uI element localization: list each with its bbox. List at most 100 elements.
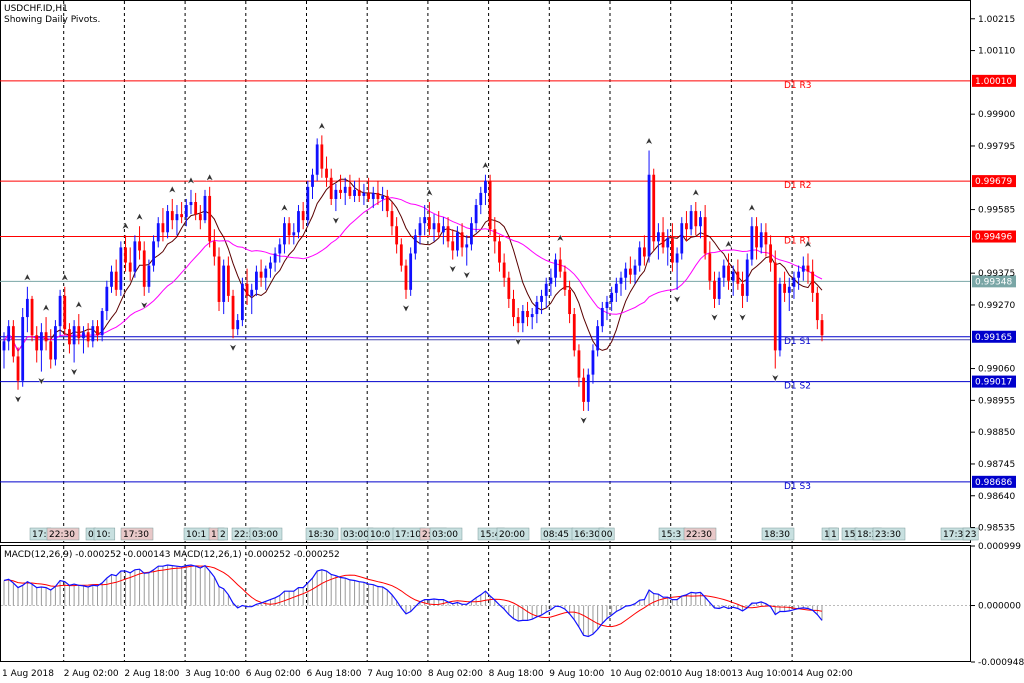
session-tag-text: 15:4 xyxy=(480,530,500,540)
candle-body xyxy=(727,265,730,281)
session-tag-text: 22:30 xyxy=(686,530,712,540)
candle-body xyxy=(339,189,342,193)
candle-body xyxy=(722,265,726,278)
candle-body xyxy=(180,214,184,218)
session-tag-text: 17: xyxy=(32,530,46,540)
pivot-price-tag-text: 0.99165 xyxy=(975,333,1012,343)
candle-body xyxy=(498,241,501,263)
time-tick-label: 7 Aug 10:00 xyxy=(367,669,422,679)
candle-body xyxy=(315,144,319,175)
candle-body xyxy=(540,295,543,302)
candle-body xyxy=(544,283,548,296)
candle-body xyxy=(399,244,403,266)
candle-body xyxy=(110,271,113,287)
macd-tick-label: -0.000948 xyxy=(978,658,1024,668)
candle-body xyxy=(128,262,132,272)
time-tick-label: 3 Aug 10:00 xyxy=(185,669,240,679)
pivot-price-tag-text: 0.99348 xyxy=(975,277,1012,287)
candle-body xyxy=(605,301,609,308)
candle-body xyxy=(418,223,422,236)
candle-body xyxy=(54,326,57,360)
candle-body xyxy=(283,223,286,245)
candle-body xyxy=(689,211,693,230)
fractal-up-arrow xyxy=(168,185,177,194)
candle-body xyxy=(596,326,600,351)
session-tag-text: 10:0 xyxy=(370,530,390,540)
candle-body xyxy=(105,286,109,312)
candle-body xyxy=(21,317,25,381)
candle-body xyxy=(231,295,235,330)
candle-body xyxy=(577,350,581,378)
macd-tick-label: 0.000999 xyxy=(978,542,1021,552)
price-tick-label: 0.99900 xyxy=(978,110,1015,120)
session-tags: 17: 22:30 0 10: 17:30 10:1 172 22:303:00 18:30 03… xyxy=(29,527,979,541)
price-tick-label: 0.98850 xyxy=(978,428,1015,438)
candle-body xyxy=(156,223,160,242)
candle-body xyxy=(446,226,450,242)
candle-body xyxy=(273,253,277,263)
candle-body xyxy=(713,280,716,299)
fractal-down-arrow xyxy=(331,216,340,225)
candle-body xyxy=(516,317,520,324)
candle-body xyxy=(7,326,11,342)
candle-body xyxy=(465,244,469,248)
candle-body xyxy=(77,326,81,339)
candle-body xyxy=(96,326,99,336)
candle-body xyxy=(138,241,141,251)
candle-body xyxy=(666,238,670,248)
candle-body xyxy=(245,283,249,296)
candle-body xyxy=(278,244,282,254)
candle-body xyxy=(39,332,43,351)
session-tag-text: 03:00 xyxy=(252,530,278,540)
candle-body xyxy=(661,232,665,248)
candle-body xyxy=(703,217,707,254)
pivot-price-tag-text: 0.98686 xyxy=(975,478,1012,488)
candle-body xyxy=(759,232,763,248)
candle-body xyxy=(642,247,646,257)
candle-body xyxy=(175,214,179,221)
session-tag-box xyxy=(120,527,154,541)
session-tag-box xyxy=(761,527,795,541)
candle-body xyxy=(390,211,394,227)
pivot-level-label: D1 S2 xyxy=(784,382,811,392)
candle-body xyxy=(624,268,628,278)
fractal-up-arrow xyxy=(644,136,654,146)
candle-body xyxy=(568,289,571,315)
fractal-down-arrow xyxy=(514,337,523,346)
pivot-levels: D1 R3 1.00010 D1 R2 0.99679 D1 R1 0.99496 0.99… xyxy=(0,74,1016,492)
pivot-level-label: D1 R2 xyxy=(784,181,812,191)
candle-body xyxy=(638,247,642,266)
candle-body xyxy=(44,332,48,342)
pivot-price-tag-text: 0.99679 xyxy=(975,177,1012,187)
candle-body xyxy=(460,232,464,248)
macd-panel-frame xyxy=(0,545,971,662)
candle-body xyxy=(133,241,137,272)
session-tag-box xyxy=(249,527,283,541)
candle-body xyxy=(68,329,71,345)
candle-body xyxy=(292,232,296,236)
candle-body xyxy=(170,211,174,221)
candle-body xyxy=(502,262,506,278)
candle-body xyxy=(409,253,413,290)
time-tick-label: 10 Aug 02:00 xyxy=(610,669,671,679)
candle-body xyxy=(708,253,712,281)
candle-body xyxy=(563,271,567,290)
time-tick-label: 13 Aug 10:00 xyxy=(731,669,792,679)
session-tag-text: 00 xyxy=(601,530,613,540)
pivot-price-tag xyxy=(972,375,1016,388)
session-tag-text: 08:45 xyxy=(543,530,569,540)
price-axis: 1.00215 1.00110 0.99900 0.99795 0.99585 0.993… xyxy=(971,15,1015,534)
candle-body xyxy=(413,235,417,254)
price-tick-label: 0.99795 xyxy=(978,142,1015,152)
candle-body xyxy=(778,283,782,351)
candle-body xyxy=(470,223,473,245)
session-tag-box xyxy=(828,527,839,541)
candle-body xyxy=(217,256,221,302)
fractal-down-arrow xyxy=(738,313,747,322)
fractal-down-arrow xyxy=(13,395,23,404)
session-tag-box xyxy=(683,527,717,541)
candle-body xyxy=(269,262,272,269)
candle-body xyxy=(259,271,263,278)
